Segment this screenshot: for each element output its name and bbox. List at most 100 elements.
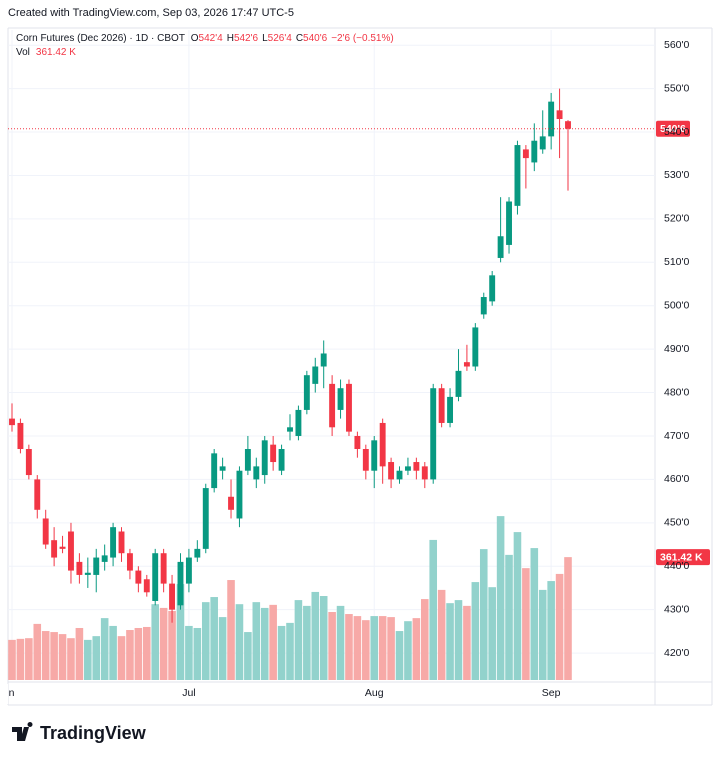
last-price-label: 540'6: [660, 123, 686, 135]
volume-label-box: [656, 549, 710, 566]
volume-bar: [201, 602, 210, 680]
volume-bar: [252, 602, 261, 680]
candle-body: [211, 453, 218, 489]
candles: [9, 88, 571, 623]
candle-body: [413, 462, 420, 471]
last-price-box: [656, 120, 690, 137]
candle-body: [329, 383, 336, 428]
candle-body: [143, 579, 150, 593]
logo: TradingView: [12, 722, 147, 743]
candle-body: [371, 440, 378, 471]
ohlc-value: 542'6: [234, 33, 259, 44]
candle-body: [337, 388, 344, 410]
candle-body: [556, 110, 563, 120]
volume-bar: [100, 618, 109, 680]
volume-bar: [311, 591, 320, 680]
candle-body: [388, 462, 395, 480]
candle-body: [480, 297, 487, 315]
volume-bar: [227, 580, 235, 680]
candle-body: [126, 553, 133, 571]
candle-body: [455, 370, 462, 397]
volume-bar: [505, 554, 513, 680]
ohlc-key: O: [191, 33, 199, 44]
volume-bar: [564, 557, 572, 680]
candle-body: [34, 479, 41, 510]
volume-bar: [58, 634, 67, 680]
volume-legend: Vol 361.42 K: [16, 47, 76, 58]
candle-body: [303, 375, 310, 410]
candle-body: [93, 557, 100, 575]
candle-body: [531, 140, 538, 163]
y-tick-label: 430'0: [664, 603, 690, 615]
candle-body: [101, 555, 108, 562]
y-tick-label: 510'0: [664, 256, 690, 268]
candle-body: [202, 488, 209, 549]
y-tick-label: 560'0: [664, 39, 690, 51]
volume-bar: [235, 604, 244, 680]
volume-bar: [193, 627, 202, 680]
candle-body: [539, 136, 546, 150]
ohlc-value: 542'4: [199, 33, 224, 44]
candle-body: [430, 388, 437, 480]
candle-body: [51, 540, 58, 558]
candle-body: [135, 570, 142, 584]
candle-body: [261, 440, 268, 476]
volume-bar: [92, 636, 101, 680]
candle-body: [169, 583, 176, 610]
candle-body: [421, 466, 428, 480]
y-tick-label: 470'0: [664, 430, 690, 442]
volume-bar: [387, 617, 395, 680]
volume-bar: [176, 584, 185, 680]
candle-body: [68, 531, 74, 571]
candle-body: [489, 275, 496, 302]
logo-text: TradingView: [40, 723, 147, 743]
logo-icon: [12, 722, 33, 741]
volume-bar: [463, 605, 471, 680]
volume-title: Vol: [16, 47, 30, 58]
volume-bar: [151, 604, 160, 680]
volume-bar: [117, 636, 126, 680]
y-tick-label: 450'0: [664, 517, 690, 529]
volume-value-label: 361.42 K: [660, 551, 703, 563]
candle-body: [244, 449, 251, 471]
volume-bar: [454, 600, 463, 680]
candle-body: [287, 427, 293, 432]
volume-bar: [210, 597, 218, 680]
x-tick-label: Aug: [365, 687, 384, 699]
candle-body: [270, 444, 277, 463]
candle-body: [295, 409, 302, 436]
volume-bar: [345, 614, 353, 680]
volume-bar: [218, 617, 227, 680]
left-mask: [0, 684, 8, 704]
ohlc-key: H: [227, 33, 234, 44]
y-tick-label: 540'0: [664, 126, 690, 138]
candle-body: [548, 101, 555, 137]
volume-bar: [395, 631, 404, 680]
volume-bar: [437, 589, 446, 680]
volume-bar: [471, 582, 480, 680]
candle-body: [438, 388, 445, 423]
candle-body: [185, 557, 192, 584]
volume-bar: [269, 604, 277, 680]
y-tick-label: 490'0: [664, 343, 690, 355]
volume-bar: [159, 607, 168, 680]
volume-bar: [488, 587, 496, 680]
y-tick-label: 520'0: [664, 213, 690, 225]
volume-bar: [84, 639, 92, 680]
volume-bar: [75, 627, 84, 680]
candle-body: [59, 546, 66, 549]
candle-body: [354, 435, 361, 450]
candle-body: [463, 362, 470, 367]
y-tick-label: 460'0: [664, 473, 690, 485]
volume-bar: [8, 639, 16, 680]
candle-body: [84, 572, 91, 575]
x-tick-label: Jul: [182, 687, 195, 699]
volume-pane: [8, 516, 572, 680]
candle-body: [472, 327, 479, 367]
y-tick-label: 550'0: [664, 82, 690, 94]
ohlc-key: C: [296, 33, 303, 44]
overlay: 540'6 361.42 K: [8, 120, 710, 566]
candle-body: [522, 149, 529, 159]
watermark: Created with TradingView.com, Sep 03, 20…: [8, 7, 294, 19]
candle-body: [506, 201, 512, 245]
